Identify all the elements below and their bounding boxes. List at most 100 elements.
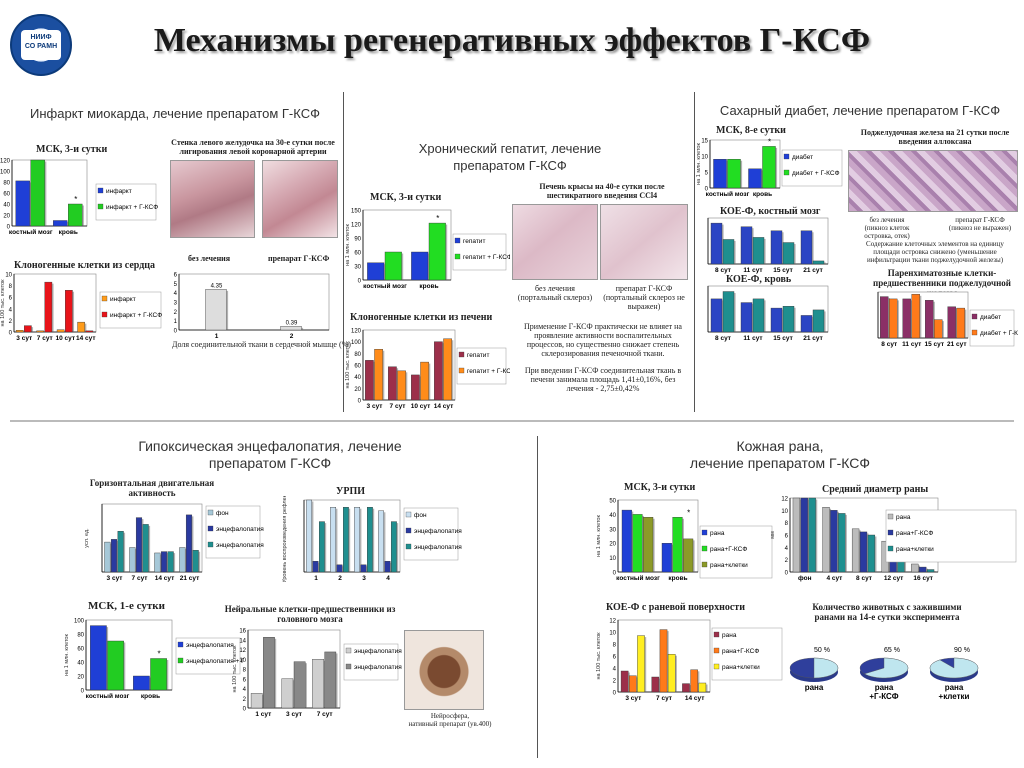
chart-hypo-neural: 0 2 4 6 8 10 12 14 16 на 100 тыс. клеток 1 сут 3 су…	[232, 629, 402, 719]
bar-shadow	[734, 240, 736, 264]
x-tick-label: костный мозг	[616, 574, 660, 582]
bar	[859, 531, 868, 573]
bar	[312, 560, 319, 573]
hypo-title-l1: Гипоксическая энцефалопатия, лечение	[138, 438, 402, 454]
x-tick-label: 3 сут	[367, 403, 383, 410]
bar-shadow	[373, 361, 376, 400]
legend-label: энцефалопатия	[216, 526, 264, 533]
chart-diab-paren: 8 сут 11 сут 15 сут 21 сут диабет диабет + Г-…	[877, 291, 1018, 348]
y-tick-label: 120	[0, 159, 11, 165]
bar-shadow	[845, 514, 847, 572]
bar	[661, 543, 672, 573]
x-tick-label: 8 сут	[715, 267, 731, 274]
bar-shadow	[829, 508, 832, 572]
bar-shadow	[926, 568, 928, 572]
bar	[117, 531, 124, 573]
bar	[428, 222, 446, 281]
chart-hypo-urpi: Уровень воспроизведения рефлекса 1 2 3 4 фон э…	[282, 496, 462, 582]
bar	[160, 551, 168, 573]
hep-title-l2: препаратом Г-КСФ	[453, 158, 567, 173]
bar	[104, 541, 111, 573]
bar	[142, 524, 149, 573]
bar	[330, 506, 337, 573]
bar-shadow	[442, 343, 445, 400]
legend-label: гепатит	[467, 352, 489, 359]
bar-shadow	[419, 376, 422, 400]
bar	[889, 298, 898, 339]
bar	[336, 564, 343, 573]
y-tick-label: 6	[785, 534, 789, 540]
y-tick-label: 3	[174, 301, 178, 307]
bar-shadow	[824, 311, 826, 332]
y-tick-label: 0	[705, 187, 709, 193]
legend-swatch	[345, 663, 352, 670]
legend-label: диабет	[980, 313, 1001, 321]
bar	[90, 625, 107, 691]
x-tick-label: 15 сут	[773, 267, 793, 274]
x-tick-label: 16 сут	[913, 575, 933, 582]
x-tick-label: кровь	[668, 575, 687, 582]
hep-photo-left: без лечения (портальный склероз)	[512, 284, 598, 302]
hypo-motor-title: Горизонтальная двигательная активность	[89, 478, 215, 498]
hep-note-1: Применение Г-КСФ практически не влияет н…	[524, 322, 682, 358]
legend-box	[885, 509, 1017, 563]
bar	[851, 528, 860, 573]
y-axis-label: на 100 тыс. клеток	[232, 645, 238, 693]
bar-shadow	[919, 295, 922, 338]
legend-swatch	[454, 237, 461, 244]
bar	[919, 566, 927, 573]
bar-shadow	[837, 511, 839, 572]
bar	[280, 326, 302, 331]
bar-shadow	[644, 637, 647, 692]
skin-pie-title: Количество животных с зажившими ранами н…	[812, 602, 962, 622]
bar	[683, 538, 694, 573]
bar	[632, 514, 643, 573]
x-tick-label: 1	[314, 575, 318, 582]
y-tick-label: 60	[3, 192, 10, 198]
x-tick-label: костный мозг	[363, 282, 407, 290]
x-tick-label: 8 сут	[881, 341, 897, 348]
bar	[752, 237, 765, 265]
legend-swatch	[887, 513, 894, 520]
bar-shadow	[918, 565, 920, 572]
bar-shadow	[110, 543, 112, 572]
bar	[830, 510, 838, 573]
bar-shadow	[933, 301, 935, 338]
y-tick-label: 40	[609, 513, 616, 519]
legend-box	[452, 233, 507, 271]
bar	[384, 560, 391, 573]
legend-swatch	[101, 295, 108, 302]
legend-swatch	[207, 541, 214, 548]
hep-photo-untreated	[512, 204, 598, 280]
bar-shadow	[123, 642, 126, 690]
bar-shadow	[866, 533, 869, 572]
pie-slice-healed	[813, 657, 839, 679]
pie-label: рана	[805, 683, 824, 692]
x-tick-label: 8 сут	[856, 575, 872, 582]
mi-photo-untreated	[170, 160, 255, 238]
legend-label: фон	[414, 512, 427, 519]
bar-shadow	[44, 161, 47, 226]
y-tick-label: 2	[785, 558, 789, 564]
bar	[205, 289, 227, 331]
x-tick-label: 1 сут	[255, 711, 271, 718]
bar	[15, 180, 30, 227]
legend-label: фон	[216, 510, 229, 517]
bar-shadow	[173, 553, 176, 572]
bar	[838, 513, 846, 573]
bar	[934, 319, 943, 339]
bar	[620, 670, 629, 693]
hep-clono-title: Клоногенные клетки из печени	[350, 312, 493, 323]
y-tick-label: 5	[705, 171, 709, 177]
legend-swatch	[971, 329, 978, 336]
bar	[902, 298, 911, 339]
bar	[68, 203, 83, 227]
y-tick-label: 0	[358, 399, 362, 405]
x-tick-label: 7 сут	[317, 711, 333, 718]
y-tick-label: 8	[9, 284, 13, 290]
chart-mi-fibro: 0 1 2 3 4 5 6 4.35 1 0.39 2	[174, 273, 330, 340]
skin-title-l1: Кожная рана,	[736, 438, 824, 454]
significance-star: *	[768, 137, 771, 146]
legend-swatch	[887, 545, 894, 552]
